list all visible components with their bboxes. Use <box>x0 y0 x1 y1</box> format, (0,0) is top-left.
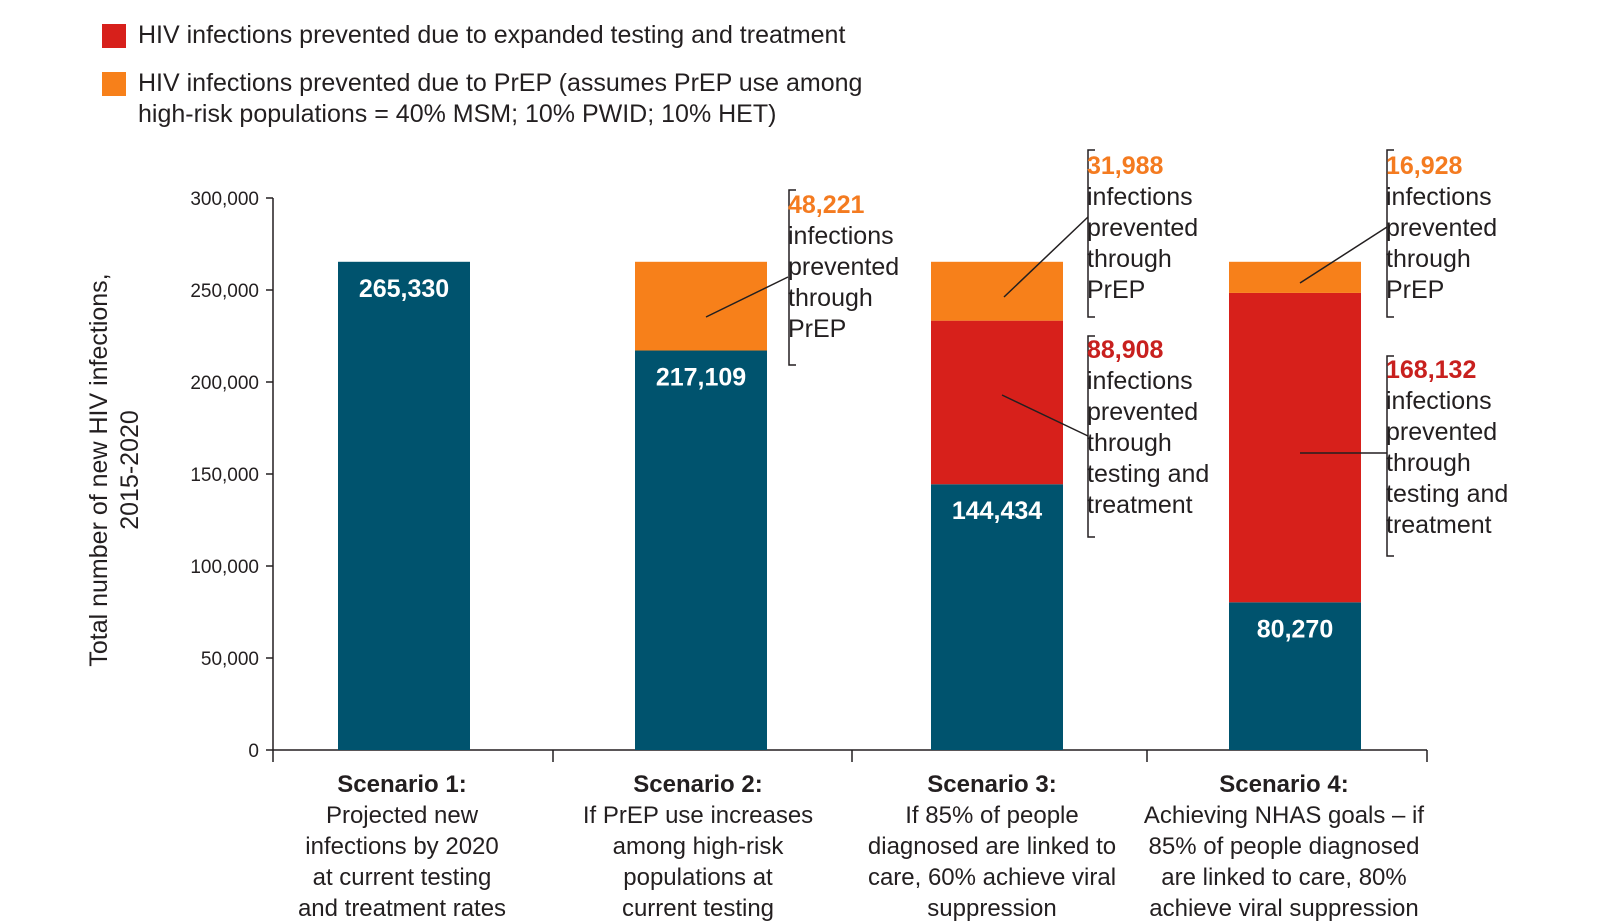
legend-swatch-testing <box>102 24 126 48</box>
y-tick-label: 100,000 <box>190 557 259 578</box>
bar-value-label: 217,109 <box>656 364 746 392</box>
category-line: diagnosed are linked to <box>867 833 1117 860</box>
annotation-line: prevented <box>1386 418 1498 446</box>
category-title: Scenario 1: <box>337 771 467 798</box>
annotation-line: PrEP <box>1386 276 1445 304</box>
legend-label-prep-line-2: high-risk populations = 40% MSM; 10% PWI… <box>138 100 777 128</box>
annotation-bar2-prep: 48,221 infections prevented through PrEP <box>788 190 899 345</box>
category-line: achieve viral suppression <box>1149 895 1419 922</box>
annotation-bar3-testing: 88,908 infections prevented through test… <box>1087 335 1209 521</box>
category-label-scenario-2: Scenario 2: If PrEP use increases among … <box>553 769 843 924</box>
annotation-bar4-testing: 168,132 infections prevented through tes… <box>1386 355 1508 541</box>
annotation-line: treatment <box>1087 491 1193 519</box>
callout-bracket <box>1386 149 1394 318</box>
annotation-line: infections <box>1087 183 1193 211</box>
category-line: among high-risk <box>612 833 784 860</box>
annotation-bar3-prep: 31,988 infections prevented through PrEP <box>1087 151 1198 306</box>
category-line: 85% of people diagnosed <box>1148 833 1420 860</box>
annotation-line: prevented <box>1087 398 1199 426</box>
bar-testing-scenario-4 <box>1229 292 1361 603</box>
category-title: Scenario 4: <box>1219 771 1349 798</box>
annotation-line: infections <box>788 222 894 250</box>
category-label-scenario-3: Scenario 3: If 85% of people diagnosed a… <box>847 769 1137 924</box>
callout-bracket <box>1087 149 1095 318</box>
annotation-value: 88,908 <box>1087 336 1164 364</box>
annotation-line: treatment <box>1386 511 1492 539</box>
bar-value-label: 144,434 <box>952 497 1042 525</box>
bar-testing-scenario-3 <box>931 320 1063 485</box>
bar-remaining-scenario-2 <box>635 350 767 750</box>
annotation-line: through <box>788 284 873 312</box>
callout-leader-line <box>705 276 789 318</box>
y-tick-label: 150,000 <box>190 465 259 486</box>
annotation-line: through <box>1087 429 1172 457</box>
annotation-value: 168,132 <box>1386 356 1477 384</box>
legend-label-prep-line-1: HIV infections prevented due to PrEP (as… <box>138 69 863 97</box>
annotation-line: through <box>1386 245 1471 273</box>
annotation-line: prevented <box>1386 214 1498 242</box>
y-tick-label: 50,000 <box>201 649 259 670</box>
annotation-line: infections <box>1386 183 1492 211</box>
category-line: If 85% of people <box>905 802 1079 829</box>
category-line: care, 60% achieve viral <box>867 864 1117 891</box>
legend-label-testing: HIV infections prevented due to expanded… <box>138 21 846 49</box>
bar-prep-scenario-4 <box>1229 261 1361 293</box>
annotation-value: 48,221 <box>788 191 865 219</box>
bar-prep-scenario-2 <box>635 261 767 351</box>
category-line: and treatment rates <box>297 895 507 922</box>
category-line: at current testing <box>312 864 492 891</box>
category-title: Scenario 3: <box>927 771 1057 798</box>
callout-bracket <box>788 189 796 366</box>
annotation-value: 16,928 <box>1386 152 1463 180</box>
category-label-scenario-4: Scenario 4: Achieving NHAS goals – if 85… <box>1139 769 1429 924</box>
callout-bracket <box>1087 335 1095 538</box>
y-tick-label: 200,000 <box>190 373 259 394</box>
bar-remaining-scenario-3 <box>931 484 1063 750</box>
stacked-bar-chart: 0 50,000 100,000 150,000 200,000 250,000 300,0… <box>190 149 1428 762</box>
callout-leader-line <box>1003 216 1089 298</box>
callout-leader-line <box>1001 394 1089 437</box>
annotation-value: 31,988 <box>1087 152 1164 180</box>
category-line: populations at <box>623 864 773 891</box>
category-line: current testing <box>621 895 775 922</box>
callout-bracket <box>1386 355 1394 557</box>
category-line: Projected new <box>325 802 479 829</box>
category-line: suppression <box>927 895 1057 922</box>
category-label-scenario-1: Scenario 1: Projected new infections by … <box>257 769 547 924</box>
y-tick-label: 300,000 <box>190 189 259 210</box>
category-title: Scenario 2: <box>633 771 763 798</box>
bar-remaining-scenario-4 <box>1229 602 1361 750</box>
callout-leader-line <box>1299 226 1388 284</box>
category-line: are linked to care, 80% <box>1161 864 1407 891</box>
y-tick-label: 0 <box>248 741 259 762</box>
category-line: Achieving NHAS goals – if <box>1143 802 1425 829</box>
annotation-line: through <box>1087 245 1172 273</box>
annotation-line: testing and <box>1087 460 1210 488</box>
annotation-line: prevented <box>1087 214 1199 242</box>
annotation-bar4-prep: 16,928 infections prevented through PrEP <box>1386 151 1497 306</box>
bar-value-label: 265,330 <box>359 275 449 303</box>
category-line: If PrEP use increases <box>582 802 814 829</box>
annotation-line: PrEP <box>788 315 847 343</box>
annotation-line: PrEP <box>1087 276 1146 304</box>
annotation-line: through <box>1386 449 1471 477</box>
annotation-line: prevented <box>788 253 900 281</box>
annotation-line: infections <box>1087 367 1193 395</box>
annotation-line: testing and <box>1386 480 1509 508</box>
legend-label-prep: HIV infections prevented due to PrEP (as… <box>138 68 862 130</box>
annotation-line: infections <box>1386 387 1492 415</box>
legend-swatch-prep <box>102 72 126 96</box>
category-line: infections by 2020 <box>305 833 499 860</box>
bar-remaining-scenario-1 <box>338 261 470 750</box>
y-tick-label: 250,000 <box>190 281 259 302</box>
bar-prep-scenario-3 <box>931 261 1063 321</box>
bar-value-label: 80,270 <box>1257 615 1333 643</box>
